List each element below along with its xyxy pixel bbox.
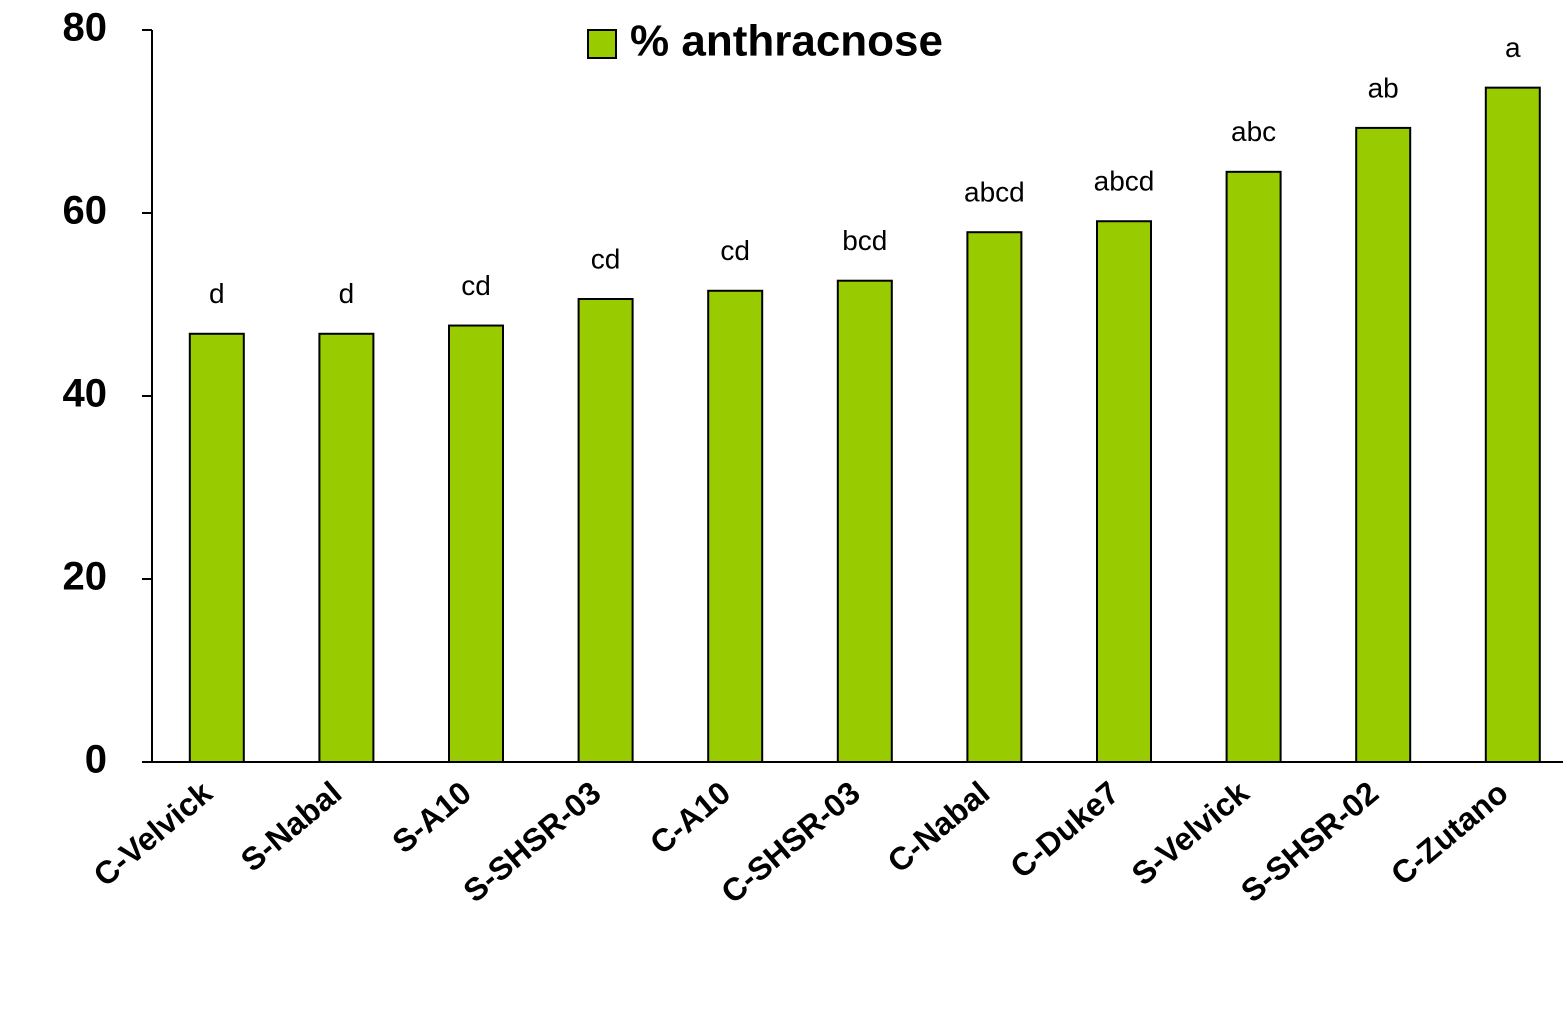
bar-letter: abcd bbox=[964, 177, 1025, 208]
bar bbox=[836, 279, 893, 763]
y-tick-label: 40 bbox=[63, 372, 108, 416]
legend-swatch bbox=[587, 29, 617, 59]
bar-letter: cd bbox=[461, 270, 491, 301]
bar bbox=[1355, 126, 1412, 763]
bar bbox=[448, 324, 504, 763]
bar-letter: abc bbox=[1231, 116, 1276, 147]
bar-letter: cd bbox=[720, 235, 750, 266]
x-tick-label: S-Nabal bbox=[234, 774, 348, 878]
y-tick-label: 80 bbox=[63, 6, 108, 50]
y-tick-label: 60 bbox=[63, 189, 108, 233]
y-tick-label: 20 bbox=[63, 555, 108, 599]
bar bbox=[577, 298, 634, 763]
bar-letter: cd bbox=[591, 243, 621, 274]
x-tick-label: S-Velvick bbox=[1125, 774, 1256, 892]
y-tick-label: 0 bbox=[85, 738, 107, 782]
x-tick-label: S-A10 bbox=[385, 774, 478, 860]
bar-letter: bcd bbox=[842, 225, 887, 256]
x-tick-label: C-Velvick bbox=[87, 774, 219, 893]
bar bbox=[1096, 220, 1152, 764]
bar-letter: a bbox=[1505, 32, 1521, 63]
x-tick-label: C-SHSR-03 bbox=[714, 774, 867, 910]
legend-label: % anthracnose bbox=[630, 17, 943, 66]
bar bbox=[188, 332, 245, 763]
x-tick-label: C-Duke7 bbox=[1003, 774, 1126, 885]
bar bbox=[707, 289, 764, 763]
x-tick-label: S-SHSR-03 bbox=[456, 774, 607, 909]
bar-letter: d bbox=[339, 278, 355, 309]
bar-letter: ab bbox=[1368, 72, 1399, 103]
bar bbox=[1484, 86, 1541, 763]
bar bbox=[966, 231, 1023, 763]
x-tick-label: C-Zutano bbox=[1384, 774, 1515, 892]
bar bbox=[1225, 170, 1282, 763]
bar bbox=[318, 332, 375, 763]
x-tick-label: S-SHSR-02 bbox=[1234, 774, 1385, 909]
x-tick-label: C-Nabal bbox=[881, 774, 997, 879]
x-tick-label: C-A10 bbox=[643, 774, 737, 861]
bar-letter: abcd bbox=[1094, 166, 1155, 197]
bar-letter: d bbox=[209, 278, 225, 309]
